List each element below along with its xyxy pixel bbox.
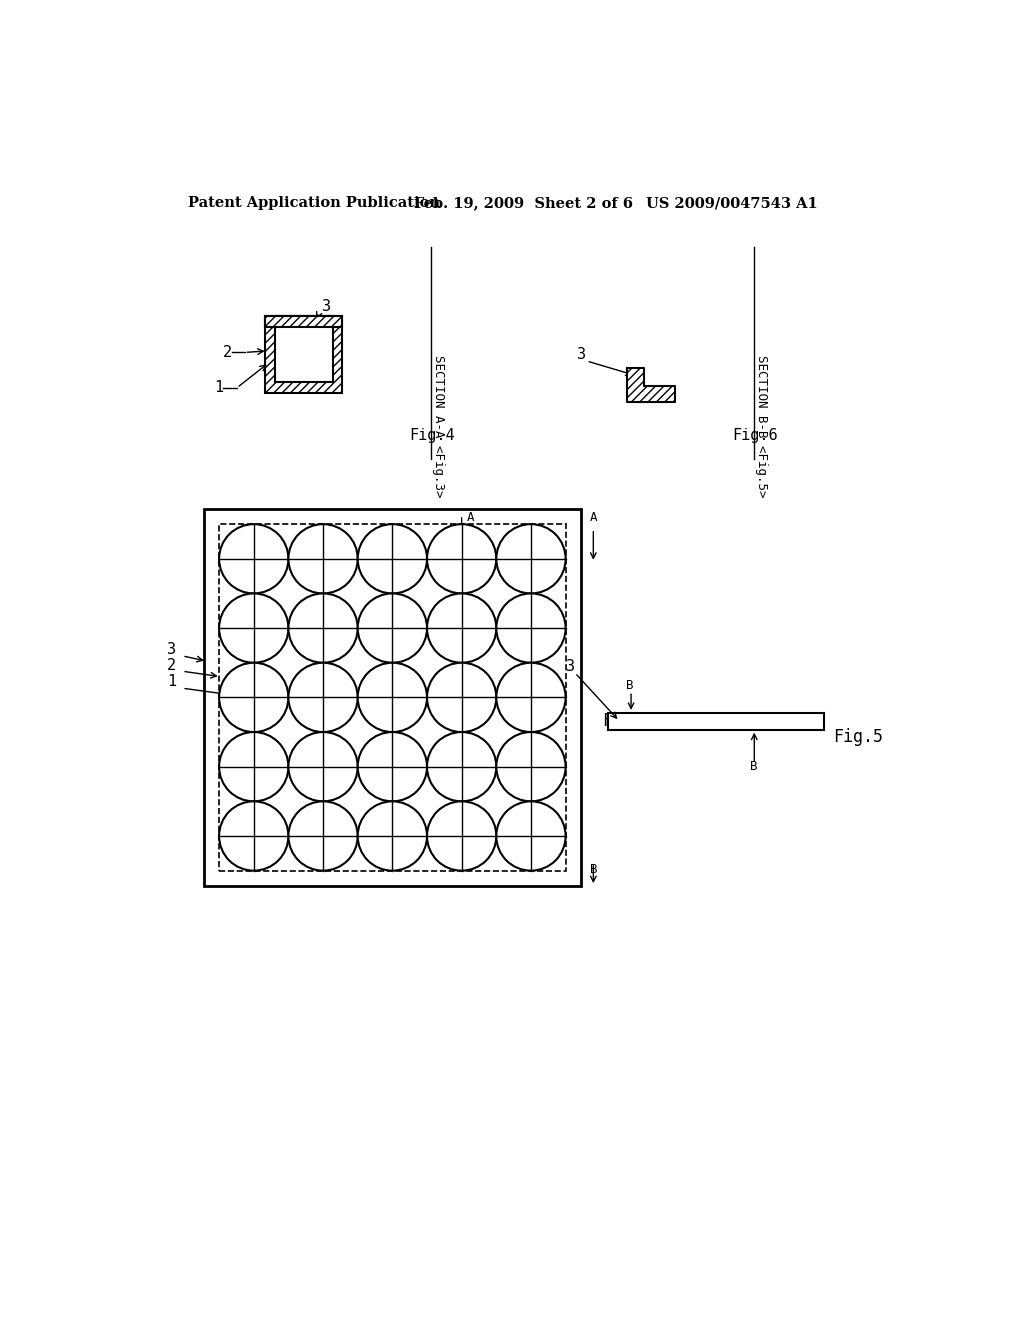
Bar xyxy=(608,713,823,730)
Circle shape xyxy=(497,801,565,871)
Bar xyxy=(219,524,565,871)
Text: 2: 2 xyxy=(167,657,176,673)
Text: B: B xyxy=(590,862,598,875)
Text: Fig.4: Fig.4 xyxy=(410,428,455,444)
Circle shape xyxy=(289,733,357,801)
Circle shape xyxy=(497,733,565,801)
Text: 2: 2 xyxy=(223,345,232,360)
Text: US 2009/0047543 A1: US 2009/0047543 A1 xyxy=(646,197,818,210)
Text: 1: 1 xyxy=(167,675,176,689)
Text: B: B xyxy=(750,760,757,774)
Circle shape xyxy=(357,524,427,594)
Text: 3: 3 xyxy=(322,298,331,314)
Text: SECTION B-B <Fig.5>: SECTION B-B <Fig.5> xyxy=(756,355,768,498)
Text: A: A xyxy=(466,593,474,606)
Circle shape xyxy=(357,801,427,871)
Circle shape xyxy=(289,801,357,871)
Circle shape xyxy=(219,733,289,801)
Text: Patent Application Publication: Patent Application Publication xyxy=(188,197,440,210)
Text: Fig.6: Fig.6 xyxy=(733,428,778,444)
Bar xyxy=(265,317,342,327)
Text: A: A xyxy=(466,511,474,524)
Circle shape xyxy=(289,663,357,733)
Circle shape xyxy=(289,524,357,594)
Circle shape xyxy=(497,594,565,663)
Text: 3: 3 xyxy=(578,347,587,362)
Circle shape xyxy=(289,594,357,663)
Text: Fig.3: Fig.3 xyxy=(602,711,652,730)
Text: 1: 1 xyxy=(214,380,223,396)
Circle shape xyxy=(219,524,289,594)
Circle shape xyxy=(219,663,289,733)
Polygon shape xyxy=(628,368,675,403)
Bar xyxy=(265,317,342,393)
Circle shape xyxy=(427,733,497,801)
Bar xyxy=(204,508,581,886)
Text: Fig.5: Fig.5 xyxy=(833,727,883,746)
Circle shape xyxy=(427,663,497,733)
Circle shape xyxy=(357,733,427,801)
Text: Feb. 19, 2009  Sheet 2 of 6: Feb. 19, 2009 Sheet 2 of 6 xyxy=(414,197,633,210)
Circle shape xyxy=(497,663,565,733)
Circle shape xyxy=(427,801,497,871)
Circle shape xyxy=(427,594,497,663)
Text: SECTION A-A <Fig.3>: SECTION A-A <Fig.3> xyxy=(432,355,445,498)
Bar xyxy=(265,317,342,327)
Circle shape xyxy=(357,594,427,663)
Text: 3: 3 xyxy=(167,642,176,657)
Bar xyxy=(274,317,333,383)
Circle shape xyxy=(497,524,565,594)
Circle shape xyxy=(219,801,289,871)
Bar xyxy=(265,317,342,393)
Text: 3: 3 xyxy=(565,659,574,675)
Circle shape xyxy=(427,524,497,594)
Circle shape xyxy=(219,594,289,663)
Circle shape xyxy=(357,663,427,733)
Text: A: A xyxy=(590,511,598,524)
Text: B: B xyxy=(627,680,634,693)
